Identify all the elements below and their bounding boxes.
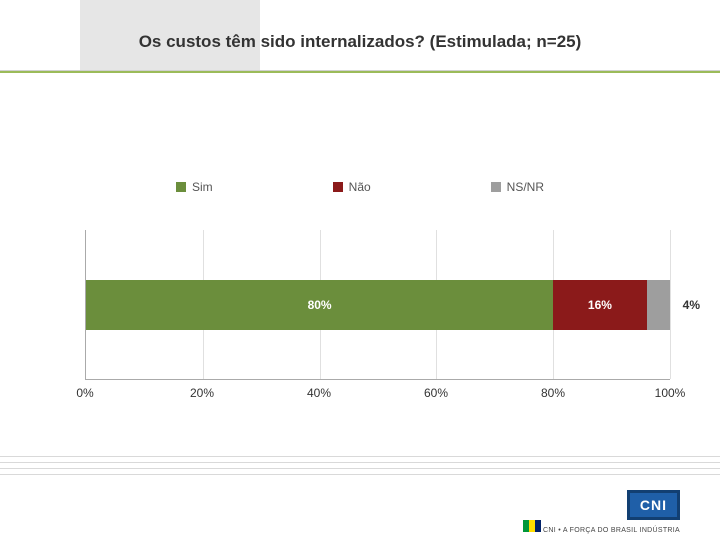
- legend-item-sim: Sim: [176, 180, 213, 194]
- stacked-bar-chart: 80% 16% 4% 0% 20% 40% 60% 80% 100%: [85, 230, 670, 410]
- title-underline: [0, 70, 720, 73]
- gridline-100: [670, 230, 671, 379]
- legend-item-nsnr: NS/NR: [491, 180, 544, 194]
- brand-subtext-label: CNI • A FORÇA DO BRASIL INDÚSTRIA: [543, 527, 680, 534]
- legend-label-nsnr: NS/NR: [507, 180, 544, 194]
- footer-rule-4: [0, 474, 720, 475]
- legend-swatch-nsnr: [491, 182, 501, 192]
- brazil-flag-icon: [523, 520, 541, 532]
- brand-subtext: CNI • A FORÇA DO BRASIL INDÚSTRIA: [523, 520, 680, 534]
- legend-item-nao: Não: [333, 180, 371, 194]
- footer-rule-2: [0, 462, 720, 463]
- brand-badge-text: CNI: [627, 490, 680, 520]
- bar-value-sim: 80%: [308, 298, 332, 312]
- chart-title: Os custos têm sido internalizados? (Esti…: [0, 32, 720, 52]
- bar-segment-sim: 80%: [86, 280, 553, 330]
- bar-segment-nao: 16%: [553, 280, 646, 330]
- plot-area: 80% 16% 4%: [85, 230, 670, 380]
- legend-swatch-sim: [176, 182, 186, 192]
- bar-value-nao: 16%: [588, 298, 612, 312]
- xtick-3: 60%: [424, 386, 448, 400]
- legend-swatch-nao: [333, 182, 343, 192]
- bar-segment-nsnr: 4%: [647, 280, 670, 330]
- brand-badge: CNI: [627, 490, 680, 520]
- footer-rule-3: [0, 468, 720, 469]
- xtick-2: 40%: [307, 386, 331, 400]
- xtick-5: 100%: [655, 386, 686, 400]
- legend-label-sim: Sim: [192, 180, 213, 194]
- bar-track: 80% 16% 4%: [86, 280, 670, 330]
- xtick-0: 0%: [76, 386, 93, 400]
- footer-rules: [0, 456, 720, 480]
- legend-label-nao: Não: [349, 180, 371, 194]
- bar-value-nsnr: 4%: [683, 298, 700, 312]
- footer-rule-1: [0, 456, 720, 457]
- xtick-1: 20%: [190, 386, 214, 400]
- legend: Sim Não NS/NR: [0, 180, 720, 194]
- xtick-4: 80%: [541, 386, 565, 400]
